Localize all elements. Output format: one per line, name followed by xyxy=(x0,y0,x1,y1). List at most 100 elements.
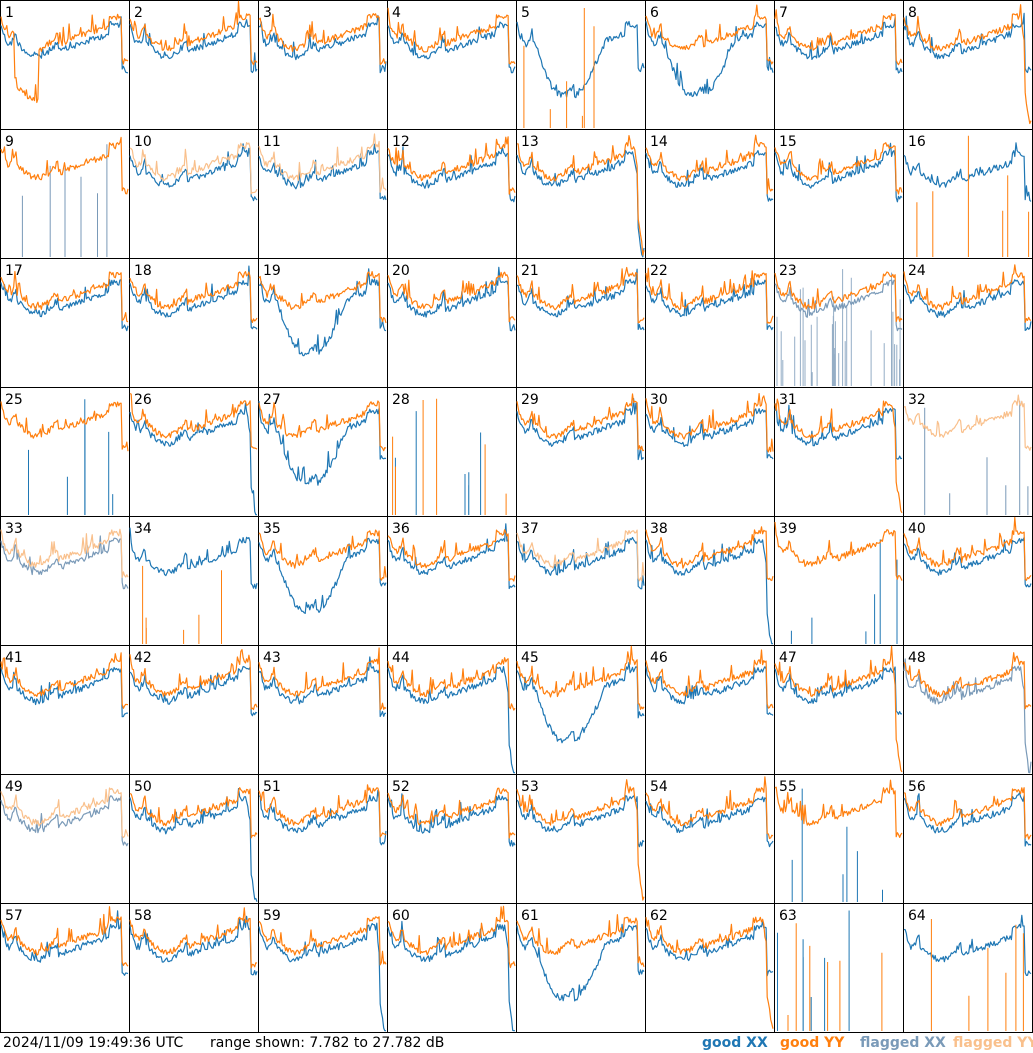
panel-30: 30 xyxy=(645,387,775,517)
panel-label: 30 xyxy=(650,392,668,408)
trace-good-yy xyxy=(903,652,1032,710)
trace-good-xx xyxy=(129,788,258,902)
trace-good-xx xyxy=(387,146,516,203)
panel-61: 61 xyxy=(516,903,646,1033)
trace-good-yy xyxy=(387,657,516,711)
panel-border xyxy=(258,0,388,130)
trace-good-xx xyxy=(516,20,645,99)
trace-good-xx xyxy=(258,268,387,357)
panel-border xyxy=(516,0,646,130)
trace-good-yy xyxy=(0,906,129,967)
trace-flagged-yy xyxy=(516,529,645,582)
panel-64: 64 xyxy=(903,903,1033,1033)
panel-4: 4 xyxy=(387,0,517,130)
panel-43: 43 xyxy=(258,645,388,775)
panel-label: 43 xyxy=(263,650,281,666)
panel-48: 48 xyxy=(903,645,1033,775)
panel-52: 52 xyxy=(387,774,517,904)
panel-6: 6 xyxy=(645,0,775,130)
panel-22: 22 xyxy=(645,258,775,388)
trace-good-yy xyxy=(903,516,1032,581)
panel-7: 7 xyxy=(774,0,904,130)
trace-good-yy xyxy=(258,13,387,65)
panel-label: 17 xyxy=(5,263,23,279)
trace-good-yy xyxy=(387,787,516,839)
trace-good-yy xyxy=(516,779,645,901)
trace-good-yy xyxy=(258,271,387,324)
panel-label: 55 xyxy=(779,779,797,795)
trace-good-yy xyxy=(523,8,595,128)
panel-label: 27 xyxy=(263,392,281,408)
trace-good-yy xyxy=(387,7,516,65)
trace-good-yy xyxy=(387,271,516,323)
panel-label: 44 xyxy=(392,650,410,666)
panel-label: 19 xyxy=(263,263,281,279)
range-text: range shown: 7.782 to 27.782 dB xyxy=(210,1035,445,1051)
panel-51: 51 xyxy=(258,774,388,904)
trace-good-yy xyxy=(0,270,129,323)
trace-good-yy xyxy=(774,779,903,838)
panel-border xyxy=(129,0,259,130)
trace-good-yy xyxy=(0,401,129,452)
trace-good-xx xyxy=(903,914,1032,976)
trace-good-yy xyxy=(774,9,903,66)
panel-label: 42 xyxy=(134,650,152,666)
trace-flagged-xx xyxy=(774,279,903,332)
trace-good-xx xyxy=(258,537,387,614)
trace-good-xx xyxy=(516,536,645,590)
panel-label: 50 xyxy=(134,779,152,795)
panel-label: 41 xyxy=(5,650,23,666)
trace-good-yy xyxy=(392,398,507,515)
trace-flagged-xx xyxy=(903,658,1032,774)
trace-good-yy xyxy=(129,271,258,323)
panel-label: 45 xyxy=(521,650,539,666)
legend-good-yy: good YY xyxy=(780,1035,845,1051)
trace-flagged-xx xyxy=(0,535,129,590)
trace-good-xx xyxy=(903,142,1032,202)
panel-5: 5 xyxy=(516,0,646,130)
trace-good-xx xyxy=(129,527,258,590)
trace-good-xx xyxy=(258,401,387,486)
panel-60: 60 xyxy=(387,903,517,1033)
trace-good-xx xyxy=(777,910,850,1031)
trace-good-yy xyxy=(516,135,645,256)
legend-flagged-yy: flagged YY xyxy=(953,1035,1033,1051)
panel-label: 31 xyxy=(779,392,797,408)
panel-49: 49 xyxy=(0,774,130,904)
trace-good-yy xyxy=(787,923,883,1031)
panel-33: 33 xyxy=(0,516,130,646)
trace-good-xx xyxy=(774,403,903,460)
trace-good-yy xyxy=(516,266,645,324)
panel-label: 54 xyxy=(650,779,668,795)
trace-good-yy xyxy=(774,521,903,581)
trace-good-xx xyxy=(516,661,645,744)
panel-label: 32 xyxy=(908,392,926,408)
trace-good-xx xyxy=(387,523,516,590)
trace-good-yy xyxy=(516,914,645,967)
panel-1: 1 xyxy=(0,0,130,130)
trace-good-xx xyxy=(28,399,114,515)
trace-good-xx xyxy=(258,789,387,846)
trace-good-yy xyxy=(258,784,387,838)
legend-flagged-xx: flagged XX xyxy=(860,1035,946,1051)
panel-21: 21 xyxy=(516,258,646,388)
panel-label: 3 xyxy=(263,5,272,21)
panel-label: 12 xyxy=(392,134,410,150)
trace-flagged-xx xyxy=(924,400,1029,515)
panel-label: 7 xyxy=(779,5,788,21)
trace-good-yy xyxy=(129,392,258,450)
panel-label: 37 xyxy=(521,521,539,537)
panel-35: 35 xyxy=(258,516,388,646)
trace-good-xx xyxy=(903,279,1032,331)
trace-good-yy xyxy=(129,0,258,66)
panel-label: 38 xyxy=(650,521,668,537)
panel-29: 29 xyxy=(516,387,646,517)
panel-label: 6 xyxy=(650,5,659,21)
timestamp: 2024/11/09 19:49:36 UTC xyxy=(3,1035,184,1051)
trace-good-yy xyxy=(774,645,903,773)
panel-border xyxy=(903,0,1033,130)
panel-59: 59 xyxy=(258,903,388,1033)
trace-good-yy xyxy=(645,267,774,324)
panel-56: 56 xyxy=(903,774,1033,904)
